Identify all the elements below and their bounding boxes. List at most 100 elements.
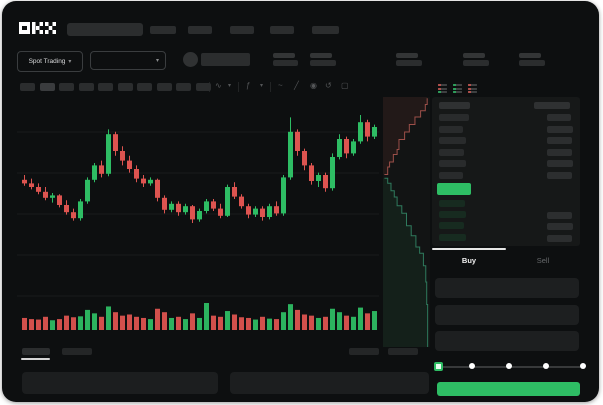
nav-item[interactable] [230,26,254,34]
orderbook-bid-row[interactable] [439,200,465,207]
timeframe-button[interactable] [59,83,74,91]
volume-bar [281,312,286,330]
tab-buy[interactable]: Buy [461,256,477,265]
ticker-stat-value [519,60,545,66]
active-tab-underline [21,358,50,360]
volume-bar [155,308,160,330]
volume-bar [134,316,139,330]
timeframe-button[interactable] [196,83,211,91]
volume-bar [372,311,377,330]
orderbook-ask-row[interactable] [439,125,463,133]
ticker-stat-label [396,53,418,58]
timeframe-button[interactable] [79,83,94,91]
chart-tab[interactable] [62,348,92,355]
candle-body [106,134,111,174]
candle-body [148,179,153,184]
candle-body [120,151,125,161]
chart-option[interactable] [388,348,418,355]
volume-bar [71,317,76,330]
ticker-stat-value [396,60,422,66]
timeframe-button[interactable] [118,83,133,91]
orderbook-ask-row[interactable] [439,160,466,167]
volume-bar [113,312,118,330]
volume-bar [204,303,209,330]
orderbook-bid-row[interactable] [439,211,466,219]
pair-selector-dropdown[interactable]: ▾ [90,51,166,70]
slider-stop[interactable] [543,363,549,369]
volume-bar [29,319,34,330]
candle-body [309,165,314,181]
timeframe-button[interactable] [20,83,35,91]
slider-stop[interactable] [506,363,512,369]
tab-sell[interactable]: Sell [536,256,550,265]
orderbook-bid-row[interactable] [439,233,466,241]
candle-body [29,183,34,187]
orderbook-ask-row[interactable] [439,148,464,156]
expand-icon[interactable]: ▢ [341,81,349,90]
candle-body [57,195,62,205]
orderbook-bid-amount [547,223,573,231]
timeframe-button[interactable] [176,83,191,91]
slider-handle[interactable] [434,362,443,371]
timeframe-button[interactable] [40,83,55,91]
candle-body [141,178,146,184]
timeframe-button[interactable] [137,83,152,91]
camera-icon[interactable]: ◉ [310,81,317,90]
history-icon[interactable]: ↺ [325,81,332,90]
coin-avatar [183,52,198,67]
candle-body [239,196,244,207]
candle-body [92,165,97,180]
chevron-down-icon[interactable]: ▾ [228,83,232,89]
candle-body [64,205,69,213]
ticker-stat-value [273,60,298,66]
volume-bar [323,316,328,330]
chevron-down-icon[interactable]: ▾ [260,83,264,89]
nav-item[interactable] [188,26,212,34]
chart-tab-active[interactable] [22,348,50,355]
ticker-stat-label [463,53,485,58]
amount-input[interactable] [435,305,579,325]
orderbook-ask-row[interactable] [439,114,469,121]
volume-bar [365,313,370,330]
volume-bar [64,315,69,330]
candle-body [365,122,370,137]
orderbook-ask-row[interactable] [439,137,466,144]
combined-book-icon[interactable] [438,83,449,94]
orderbook-ask-row[interactable] [439,171,463,179]
chart-option[interactable] [349,348,379,355]
volume-bar [267,318,272,330]
candle-body [295,131,300,151]
candle-body [50,195,55,198]
slider-stop[interactable] [580,363,586,369]
candle-body [183,206,188,213]
candlestick-chart-canvas[interactable] [17,97,379,347]
timeframe-button[interactable] [157,83,172,91]
indicator-fx-icon[interactable]: ƒ [246,81,251,90]
volume-bar [330,308,335,330]
buy-submit-button[interactable] [437,382,580,396]
orderbook-bid-row[interactable] [439,222,464,230]
timeframe-button[interactable] [98,83,113,91]
draw-tool-icon[interactable]: ╱ [294,81,299,90]
market-type-label: Spot Trading [28,58,66,65]
slider-stop[interactable] [469,363,475,369]
last-price-highlight[interactable] [437,183,471,195]
candle-body [246,206,251,215]
candle-body [323,175,328,189]
indicator-wave-icon[interactable]: ∿ [215,81,222,90]
nav-item[interactable] [150,26,176,34]
market-type-selector[interactable]: Spot Trading ▾ [17,51,83,72]
bids-only-icon[interactable] [453,83,464,94]
search-input[interactable] [67,23,143,36]
volume-bar [246,317,251,330]
asks-only-icon[interactable] [468,83,479,94]
volume-bar [211,315,216,330]
orderbook-bid-amount [547,234,572,242]
nav-item[interactable] [270,26,294,34]
nav-item[interactable] [312,26,339,34]
line-tool-icon[interactable]: ~ [278,81,283,90]
chevron-down-icon: ▾ [68,59,72,65]
price-input[interactable] [435,278,579,298]
total-input[interactable] [435,331,579,351]
